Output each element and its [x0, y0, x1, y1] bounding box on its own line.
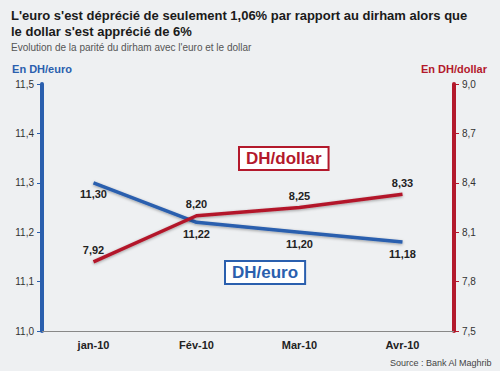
svg-text:DH/euro: DH/euro [232, 263, 298, 282]
svg-text:8,4: 8,4 [462, 177, 476, 188]
svg-text:8,20: 8,20 [186, 198, 207, 210]
svg-text:11,2: 11,2 [15, 227, 34, 238]
svg-text:11,22: 11,22 [183, 228, 210, 240]
svg-text:8,7: 8,7 [462, 128, 476, 139]
svg-text:7,5: 7,5 [462, 326, 476, 337]
svg-text:11,1: 11,1 [15, 276, 34, 287]
svg-text:DH/dollar: DH/dollar [246, 149, 322, 168]
svg-text:9,0: 9,0 [462, 79, 476, 90]
svg-text:Avr-10: Avr-10 [386, 339, 420, 351]
svg-text:L'euro s'est déprécié de seule: L'euro s'est déprécié de seulement 1,06%… [11, 8, 471, 23]
svg-text:jan-10: jan-10 [77, 339, 110, 351]
svg-text:Source : Bank Al Maghrib: Source : Bank Al Maghrib [390, 358, 492, 368]
svg-text:En DH/euro: En DH/euro [12, 63, 72, 75]
svg-text:11,30: 11,30 [80, 188, 107, 200]
svg-text:Fév-10: Fév-10 [179, 339, 214, 351]
svg-text:11,5: 11,5 [15, 79, 34, 90]
svg-text:11,0: 11,0 [15, 326, 34, 337]
svg-text:Mar-10: Mar-10 [282, 339, 317, 351]
svg-text:8,33: 8,33 [392, 177, 413, 189]
svg-text:11,3: 11,3 [15, 177, 34, 188]
svg-text:le dollar s'est apprécié de 6%: le dollar s'est apprécié de 6% [11, 24, 192, 39]
svg-text:8,1: 8,1 [462, 227, 476, 238]
svg-text:11,18: 11,18 [389, 248, 416, 260]
svg-text:7,8: 7,8 [462, 276, 476, 287]
svg-text:8,25: 8,25 [289, 190, 310, 202]
svg-text:En DH/dollar: En DH/dollar [421, 63, 488, 75]
svg-text:7,92: 7,92 [83, 244, 104, 256]
svg-text:Evolution de la parité du dirh: Evolution de la parité du dirham avec l'… [11, 42, 252, 53]
svg-text:11,4: 11,4 [15, 128, 34, 139]
svg-text:11,20: 11,20 [286, 238, 313, 250]
